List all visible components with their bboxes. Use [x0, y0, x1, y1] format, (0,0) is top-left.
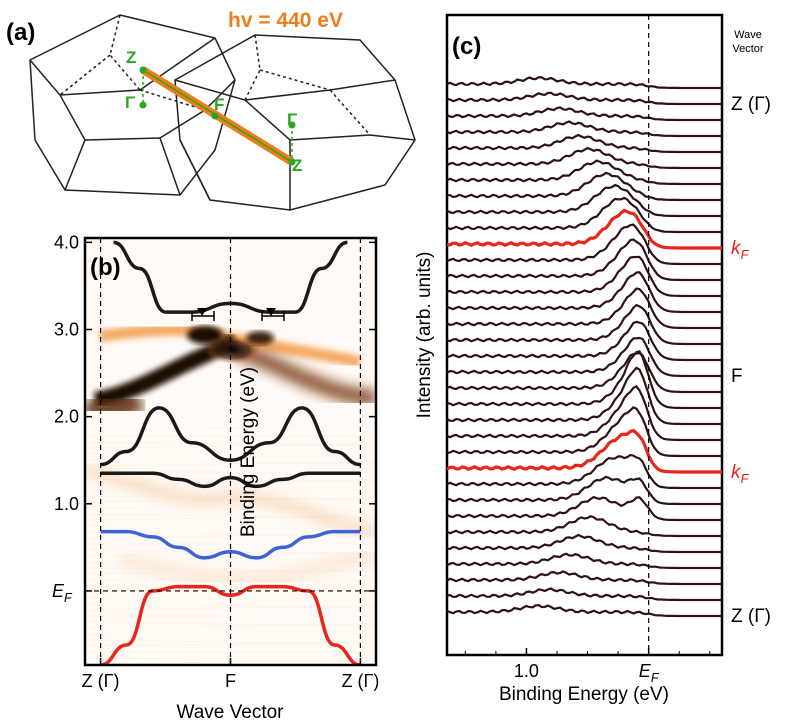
wave-vector-heading-line1: Wave — [734, 29, 762, 41]
edc-curve-20 — [446, 350, 722, 410]
b-ytick-label-1: 1.0 — [54, 494, 79, 514]
edc-curve-15 — [446, 287, 722, 330]
b-ytick-label-ef: EF — [52, 581, 73, 605]
c-row-label-0: Z (Γ) — [731, 94, 771, 115]
band-red-band — [100, 584, 361, 665]
edc-curve-31 — [446, 570, 722, 586]
edc-curve-3 — [446, 120, 722, 138]
edc-curve-9 — [446, 196, 722, 234]
panel-a: (a) — [6, 9, 416, 211]
edc-curves — [446, 76, 722, 618]
gamma-point-right — [288, 121, 296, 129]
edc-curve-6 — [446, 159, 722, 186]
label-z-right: Z — [292, 156, 302, 175]
edc-curve-33 — [446, 603, 722, 618]
band-blue-band — [100, 529, 361, 560]
arpes-intensity-map — [85, 238, 376, 665]
label-f: F — [214, 95, 224, 114]
edc-curve-10 — [446, 208, 722, 250]
panel-c-xlabel: Binding Energy (eV) — [499, 684, 669, 705]
b-xtick-label-2: Z (Γ) — [341, 671, 379, 691]
b-xtick-label-1: F — [225, 671, 236, 691]
b-ytick-label-3: 3.0 — [54, 320, 79, 340]
edc-curve-12 — [446, 238, 722, 282]
c-row-label-4: Z (Γ) — [731, 606, 771, 627]
panel-c-label: (c) — [452, 33, 481, 60]
wave-vector-heading-line2: Vector — [732, 43, 764, 55]
band-black-band-1 — [100, 471, 361, 489]
panel-b-label: (b) — [90, 254, 121, 281]
panel-b: EF 1.0 2.0 3.0 4.0 Z (Γ) F Z (Γ) (b) Binding En… — [52, 232, 379, 723]
edc-curve-8 — [446, 183, 722, 218]
label-gamma-left: Γ — [125, 93, 135, 112]
f-point — [211, 112, 219, 120]
kf-markers — [191, 308, 285, 321]
b-ytick-label-4: 4.0 — [54, 232, 79, 252]
photon-energy-label: hv = 440 eV — [228, 9, 343, 32]
edc-curve-17 — [446, 320, 722, 362]
label-gamma-right: Γ — [287, 110, 297, 129]
edc-curve-21 — [446, 366, 722, 426]
z-point-right — [288, 158, 296, 166]
edc-curve-18 — [446, 336, 722, 378]
panel-c-ylabel: Intensity (arb. units) — [414, 252, 435, 419]
edc-curve-25 — [446, 453, 722, 490]
panel-c: (c) Wave Vector 1.0 EF Intensity (arb. un… — [414, 13, 771, 705]
z-point-left — [139, 66, 147, 74]
edc-curve-14 — [446, 271, 722, 314]
edc-curve-7 — [447, 171, 722, 202]
c-row-label-2: F — [731, 366, 743, 387]
panel-b-xlabel: Wave Vector — [176, 702, 284, 723]
gamma-point-left — [139, 101, 147, 109]
c-row-label-kf-3: kF — [731, 462, 750, 486]
edc-curve-11 — [446, 223, 722, 266]
edc-curve-19 — [446, 351, 722, 394]
edc-curve-24 — [446, 428, 722, 474]
panel-b-dashed-lines — [85, 238, 376, 665]
edc-curve-23 — [446, 406, 722, 458]
panel-b-ylabel: Binding Energy (eV) — [238, 367, 259, 537]
edc-curve-13 — [446, 255, 722, 298]
edc-curve-5 — [446, 146, 722, 170]
edc-curve-27 — [446, 495, 722, 522]
band-black-band-2 — [100, 406, 361, 467]
panel-a-label: (a) — [6, 19, 35, 46]
c-xtick-label-ef: EF — [639, 661, 660, 685]
edc-curve-28 — [446, 515, 722, 538]
c-xtick-label-0: 1.0 — [514, 661, 539, 681]
panel-c-frame — [445, 13, 724, 657]
edc-curve-0 — [446, 76, 722, 90]
c-row-label-kf-1: kF — [731, 238, 750, 262]
edc-curve-16 — [446, 303, 722, 346]
edc-curve-26 — [446, 475, 722, 506]
edc-curve-2 — [446, 106, 722, 122]
b-ytick-label-2: 2.0 — [54, 407, 79, 427]
label-z-left: Z — [126, 48, 136, 67]
b-xtick-label-0: Z (Γ) — [82, 671, 120, 691]
edc-curve-1 — [446, 91, 722, 106]
edc-curve-30 — [446, 552, 722, 570]
edc-curve-4 — [446, 133, 722, 154]
edc-curve-22 — [446, 385, 722, 442]
brillouin-zone-right — [174, 34, 416, 211]
edc-curve-29 — [447, 533, 722, 554]
edc-curve-32 — [446, 587, 722, 602]
